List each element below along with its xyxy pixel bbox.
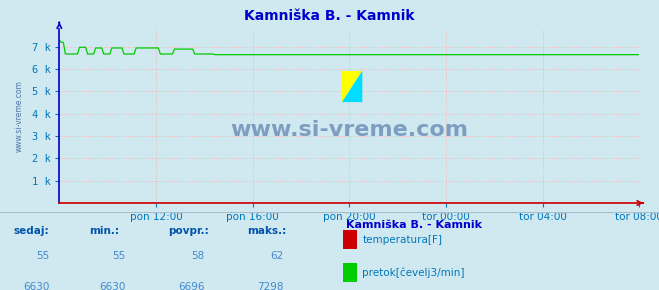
Polygon shape: [342, 71, 362, 102]
Text: sedaj:: sedaj:: [13, 226, 49, 236]
Text: maks.:: maks.:: [247, 226, 287, 236]
Text: 62: 62: [270, 251, 283, 261]
Text: 58: 58: [191, 251, 204, 261]
Text: temperatura[F]: temperatura[F]: [362, 235, 442, 245]
Bar: [343, 263, 357, 282]
Text: Kamniška B. - Kamnik: Kamniška B. - Kamnik: [346, 220, 482, 229]
Text: Kamniška B. - Kamnik: Kamniška B. - Kamnik: [244, 9, 415, 23]
Text: www.si-vreme.com: www.si-vreme.com: [230, 120, 469, 140]
Bar: [343, 230, 357, 249]
Text: povpr.:: povpr.:: [168, 226, 209, 236]
Text: 6696: 6696: [178, 282, 204, 290]
Text: min.:: min.:: [89, 226, 119, 236]
Text: 55: 55: [112, 251, 125, 261]
Text: 6630: 6630: [23, 282, 49, 290]
Text: www.si-vreme.com: www.si-vreme.com: [14, 80, 23, 152]
Text: pretok[čevelj3/min]: pretok[čevelj3/min]: [362, 267, 465, 278]
Text: 55: 55: [36, 251, 49, 261]
Text: 7298: 7298: [257, 282, 283, 290]
Polygon shape: [342, 71, 362, 102]
Text: 6630: 6630: [99, 282, 125, 290]
